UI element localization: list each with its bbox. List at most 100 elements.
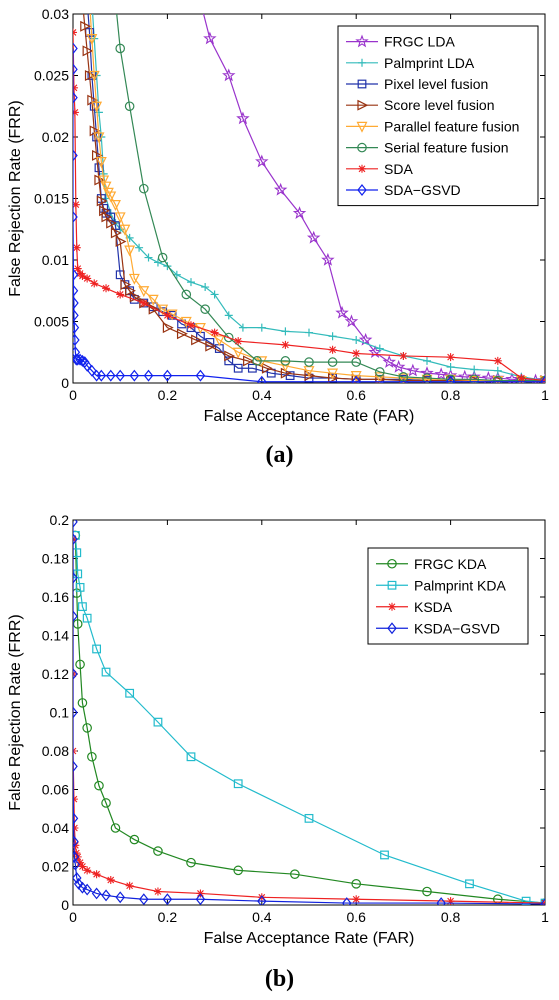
data-point <box>73 149 78 162</box>
data-point <box>157 304 169 316</box>
data-point <box>446 363 455 372</box>
data-point <box>73 210 78 223</box>
data-point <box>257 323 266 332</box>
data-point <box>100 181 112 193</box>
data-point <box>73 309 79 322</box>
data-point <box>163 262 172 271</box>
data-point <box>493 356 502 365</box>
data-point <box>115 891 125 904</box>
y-tick-label: 0.16 <box>42 589 69 605</box>
data-point <box>351 375 361 383</box>
data-point <box>88 0 96 6</box>
data-point <box>351 357 361 367</box>
data-point <box>222 68 236 82</box>
data-point <box>85 0 94 7</box>
data-point <box>446 353 455 362</box>
data-point <box>328 345 337 354</box>
data-point <box>110 823 121 833</box>
y-tick-label: 0 <box>61 375 69 391</box>
data-point <box>78 271 87 280</box>
data-point <box>257 375 267 383</box>
data-point <box>73 849 81 858</box>
legend-entry: KSDA <box>414 599 453 615</box>
data-point <box>166 309 178 321</box>
data-point <box>106 217 118 229</box>
legend-swatch-marker <box>387 622 397 635</box>
data-point <box>105 369 116 382</box>
series-layer <box>73 520 545 905</box>
data-point <box>280 356 291 366</box>
legend-entry: Serial feature fusion <box>384 140 509 156</box>
legend-entry: Pixel level fusion <box>384 76 488 92</box>
y-tick-label: 0.025 <box>34 68 69 84</box>
data-point <box>101 798 111 808</box>
y-tick-label: 0.02 <box>42 129 69 145</box>
series-sda <box>73 28 545 383</box>
data-point <box>115 369 125 382</box>
data-point <box>176 328 188 340</box>
data-point <box>187 321 195 330</box>
data-point <box>194 323 206 334</box>
data-point <box>77 698 88 708</box>
data-point <box>73 760 78 773</box>
data-point <box>521 896 531 905</box>
data-point <box>110 200 121 211</box>
data-point <box>290 869 300 879</box>
data-point <box>78 602 87 612</box>
data-point <box>94 108 103 117</box>
data-point <box>351 879 361 889</box>
data-point <box>327 368 339 380</box>
data-point <box>153 846 163 856</box>
legend-box <box>337 25 539 207</box>
data-point <box>374 372 386 383</box>
data-point <box>195 893 206 905</box>
data-point <box>106 875 115 884</box>
data-point <box>352 335 361 344</box>
legend-entry: Palmprint KDA <box>414 577 506 593</box>
data-point <box>111 0 119 6</box>
data-point <box>73 91 78 104</box>
data-point <box>92 644 102 654</box>
data-point <box>423 356 431 365</box>
data-point <box>78 862 87 871</box>
data-point <box>195 369 206 382</box>
data-point <box>73 824 79 832</box>
data-point <box>358 332 373 346</box>
data-point <box>493 366 502 375</box>
series-line <box>73 521 545 905</box>
y-tick-label: 0 <box>61 897 69 913</box>
series-line <box>74 535 545 904</box>
data-point <box>224 350 236 362</box>
legend: FRGC LDA Palmprint LDA Pixel level fusion S… <box>337 25 539 207</box>
data-point <box>115 236 127 248</box>
data-point <box>399 351 408 360</box>
data-point <box>91 887 102 900</box>
legend-entry: Score level fusion <box>384 97 495 113</box>
data-point <box>87 751 97 762</box>
legend-swatch-marker <box>355 34 369 48</box>
x-tick-label: 0.6 <box>346 387 366 403</box>
data-point <box>139 893 149 905</box>
data-point <box>96 195 108 207</box>
data-point <box>162 369 173 382</box>
y-tick-label: 0.2 <box>50 512 70 528</box>
data-point <box>233 363 243 373</box>
data-point <box>73 297 79 310</box>
data-point <box>380 850 389 860</box>
data-point <box>87 364 97 377</box>
x-tick-label: 0.6 <box>346 909 366 925</box>
legend-entry: SDA <box>384 161 413 177</box>
legend-entry: KSDA−GSVD <box>414 620 500 636</box>
data-point <box>98 175 110 187</box>
series-frgc-kda <box>73 530 545 905</box>
legend-swatch-marker <box>388 602 396 611</box>
data-point <box>352 349 361 358</box>
data-point <box>94 780 104 791</box>
data-point <box>138 286 150 298</box>
data-point <box>82 883 92 896</box>
data-point <box>434 367 448 381</box>
y-tick-label: 0.02 <box>42 859 69 875</box>
series-palmprint-kda <box>73 530 545 905</box>
data-point <box>421 374 433 383</box>
data-point <box>82 723 92 733</box>
